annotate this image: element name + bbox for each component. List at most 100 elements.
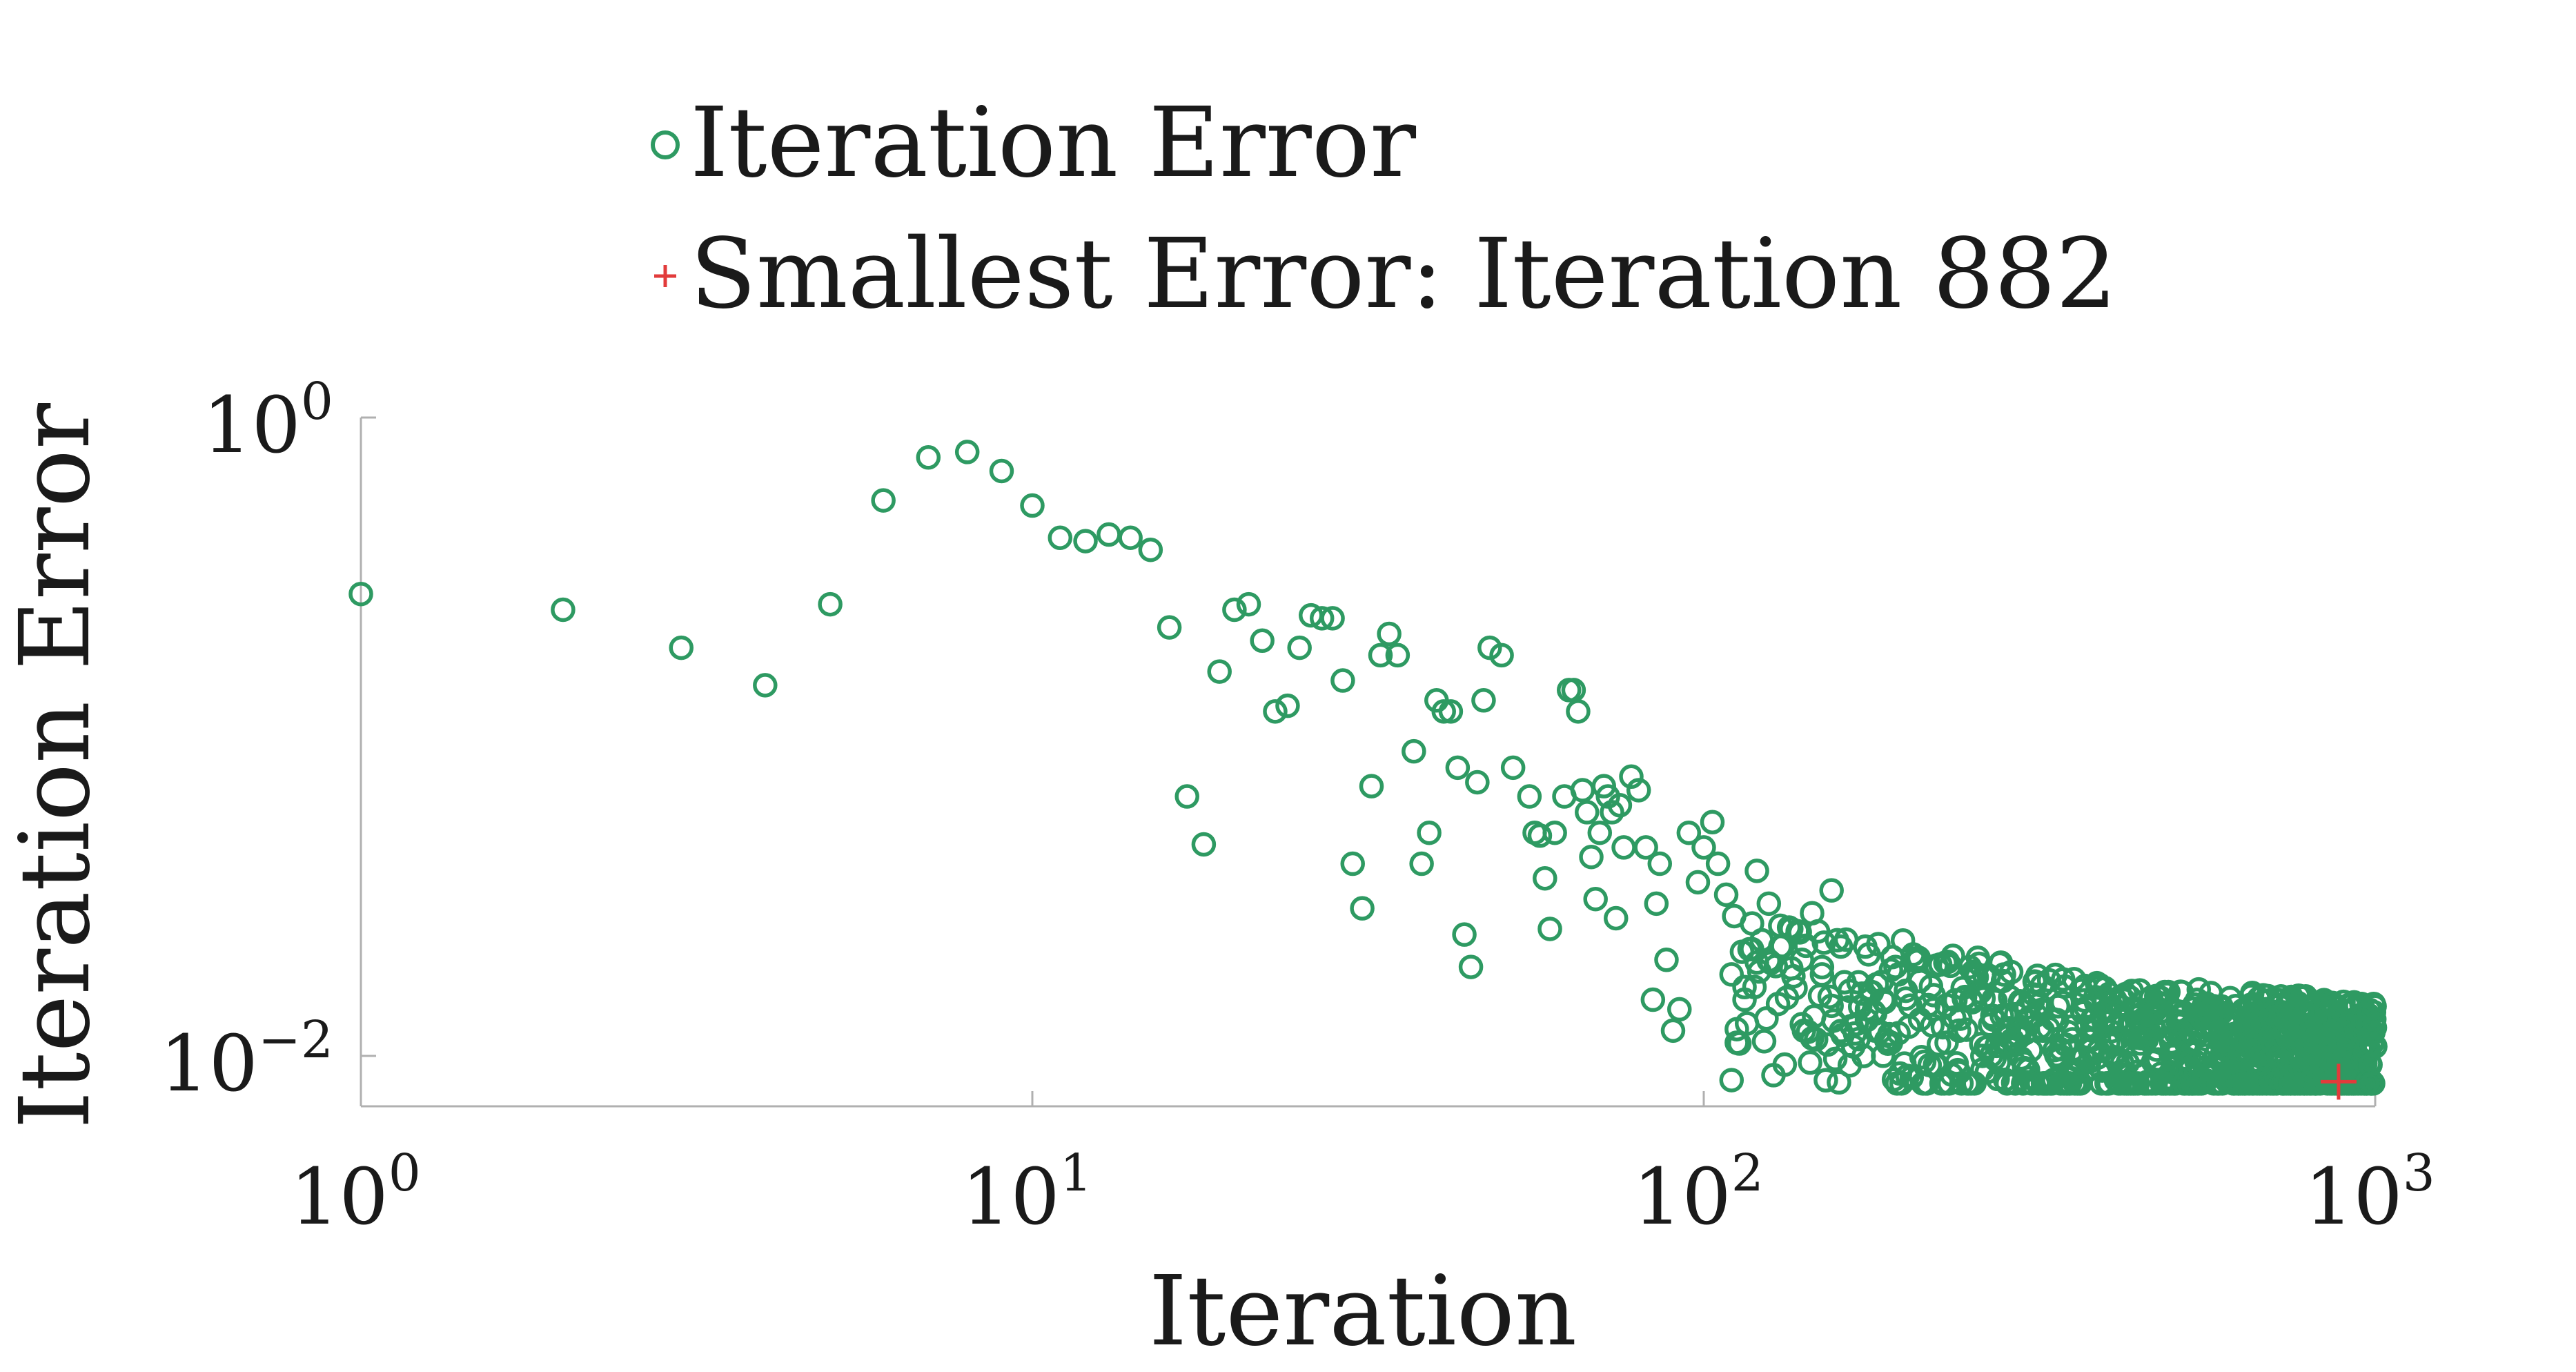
legend-label-smallest-error: Smallest Error: Iteration 882 <box>690 218 2117 331</box>
data-point <box>1811 930 1836 955</box>
data-point <box>1819 878 1844 903</box>
data-point <box>1813 1068 1838 1093</box>
data-point <box>1654 948 1679 972</box>
data-point <box>1138 537 1163 562</box>
data-point <box>1640 987 1666 1012</box>
data-point <box>2363 1034 2388 1059</box>
data-point <box>818 591 843 617</box>
data-point <box>1825 928 1850 953</box>
data-point <box>2156 979 2181 1005</box>
data-point <box>1691 835 1716 860</box>
data-point <box>1359 774 1384 798</box>
data-point <box>1644 891 1669 917</box>
data-point <box>1417 820 1442 845</box>
data-point <box>1809 954 1835 980</box>
legend: Iteration Error Smallest Error: Iteratio… <box>651 87 2117 331</box>
data-point <box>1781 963 1806 989</box>
data-point <box>2361 1007 2387 1032</box>
data-point <box>1118 525 1143 550</box>
data-point <box>1500 755 1526 781</box>
data-point <box>1157 615 1182 640</box>
data-point <box>1713 882 1739 908</box>
data-point <box>1097 522 1121 547</box>
data-point <box>1073 529 1098 553</box>
data-point <box>1438 699 1464 724</box>
data-point <box>1817 984 1842 1010</box>
data-point <box>1431 699 1456 724</box>
data-point <box>1626 778 1651 803</box>
data-point <box>1020 493 1045 518</box>
data-point <box>1330 668 1355 693</box>
data-point <box>1927 1032 1951 1057</box>
data-point <box>1685 870 1711 895</box>
data-point <box>1409 851 1434 876</box>
legend-marker-iteration-error <box>651 130 680 159</box>
data-point <box>1607 793 1633 818</box>
smallest-error-point <box>2320 1064 2357 1100</box>
y-axis-label: Iteration Error <box>0 403 112 1129</box>
data-point <box>1445 755 1471 781</box>
data-point <box>1604 905 1629 931</box>
data-point <box>1660 1018 1686 1043</box>
data-point <box>1647 851 1673 876</box>
data-point <box>1804 1027 1829 1052</box>
data-point <box>1236 591 1261 617</box>
y-tick-label: 100 <box>202 372 333 471</box>
data-point <box>1287 635 1312 660</box>
data-point <box>1732 974 1757 1000</box>
data-point <box>1871 1043 1896 1068</box>
legend-marker-smallest-error <box>654 265 676 287</box>
legend-label-iteration-error: Iteration Error <box>690 87 1416 199</box>
data-point <box>1350 896 1375 921</box>
data-point <box>1174 784 1199 809</box>
data-point <box>1676 820 1702 845</box>
data-point <box>669 635 694 660</box>
y-ticks: 100 10−2 <box>159 372 376 1109</box>
data-point <box>1954 1017 1979 1042</box>
axes <box>360 418 2375 1108</box>
data-point <box>2018 1038 2043 1063</box>
x-tick-label: 101 <box>961 1144 1092 1242</box>
data-point <box>1705 851 1731 876</box>
data-point <box>1340 851 1365 876</box>
data-point <box>1533 865 1557 891</box>
data-point <box>1619 764 1644 790</box>
data-point <box>1611 835 1636 860</box>
data-point <box>1465 770 1490 795</box>
data-point <box>1191 832 1217 857</box>
data-point <box>1458 954 1484 979</box>
data-point <box>1309 606 1335 631</box>
data-point <box>551 597 576 623</box>
data-point <box>1275 693 1300 718</box>
data-point <box>1822 1046 1848 1072</box>
data-point <box>1787 920 1812 945</box>
data-point <box>1998 959 2024 985</box>
data-point <box>1575 800 1600 825</box>
data-point <box>1667 997 1692 1022</box>
data-point <box>753 673 778 698</box>
data-point <box>1751 1029 1777 1054</box>
data-point <box>1866 932 1891 957</box>
data-point <box>1222 597 1247 623</box>
data-point <box>1719 962 1744 987</box>
data-point <box>1566 699 1591 724</box>
data-point <box>1377 621 1402 647</box>
data-point <box>1207 659 1232 684</box>
data-point <box>1385 643 1410 668</box>
data-point <box>1798 1050 1822 1075</box>
data-point <box>1579 844 1604 870</box>
data-point <box>1320 606 1345 631</box>
data-point <box>916 445 941 470</box>
data-point <box>1537 917 1562 941</box>
data-point <box>1489 643 1514 668</box>
data-point <box>1527 823 1553 848</box>
data-point <box>1517 784 1542 809</box>
data-point <box>1744 859 1769 883</box>
data-point <box>348 581 373 607</box>
data-point <box>1587 820 1613 845</box>
data-point <box>989 458 1014 484</box>
data-point <box>1471 688 1496 713</box>
data-point <box>954 440 980 464</box>
data-point <box>1940 943 1965 968</box>
